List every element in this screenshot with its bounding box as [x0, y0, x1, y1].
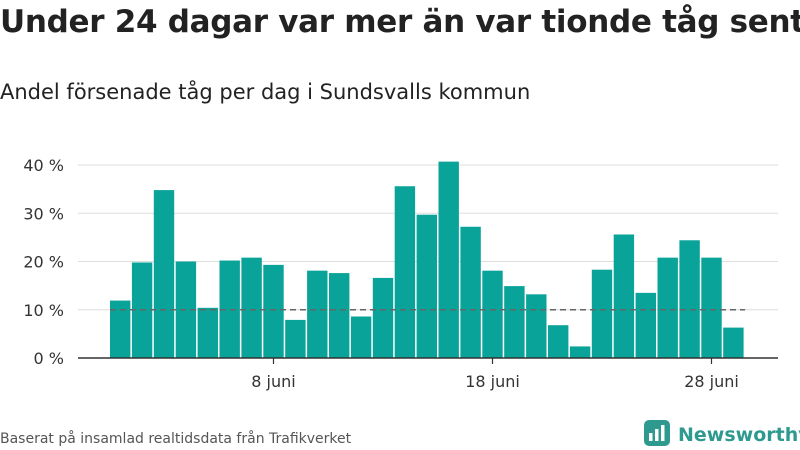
bar: [285, 319, 306, 358]
bar: [460, 226, 481, 358]
source-note: Baserat på insamlad realtidsdata från Tr…: [0, 431, 352, 447]
x-tick-label: 8 juni: [251, 372, 295, 391]
bar: [701, 257, 722, 358]
y-tick-label: 10 %: [23, 301, 64, 320]
bar: [438, 161, 459, 358]
chart-subtitle: Andel försenade tåg per dag i Sundsvalls…: [0, 80, 531, 104]
bar: [372, 277, 394, 358]
y-tick-label: 0 %: [34, 349, 64, 368]
y-tick-label: 30 %: [23, 204, 64, 223]
brand-name: Newsworthy: [678, 424, 800, 446]
bar: [329, 273, 350, 358]
bar: [657, 257, 678, 358]
bar-chart: 0 % 10 % 20 % 30 % 40 % 8 juni 18 juni 28 juni: [23, 156, 778, 391]
x-tick-label: 28 juni: [684, 372, 739, 391]
bar: [197, 307, 218, 358]
bar: [219, 260, 240, 358]
y-tick-label: 20 %: [23, 253, 64, 272]
bar: [679, 240, 700, 358]
newsworthy-logo-icon: [644, 420, 670, 450]
bar: [569, 346, 591, 358]
chart-title: Under 24 dagar var mer än var tionde tåg…: [0, 4, 800, 40]
bar: [723, 327, 744, 358]
bar: [350, 316, 372, 358]
bar: [591, 269, 613, 358]
bar: [307, 270, 328, 358]
bar: [416, 214, 437, 358]
y-tick-label: 40 %: [23, 156, 64, 175]
bar: [482, 270, 503, 358]
x-tick-label: 18 juni: [465, 372, 520, 391]
brand-logo: Newsworthy: [644, 420, 800, 450]
bar: [153, 190, 175, 358]
bar: [548, 325, 569, 358]
bar: [613, 234, 635, 358]
bar: [635, 292, 656, 358]
bar: [241, 257, 262, 358]
bar: [526, 294, 547, 358]
bar: [110, 300, 131, 358]
bar: [394, 186, 416, 358]
bar: [504, 286, 525, 358]
bar: [263, 264, 284, 358]
